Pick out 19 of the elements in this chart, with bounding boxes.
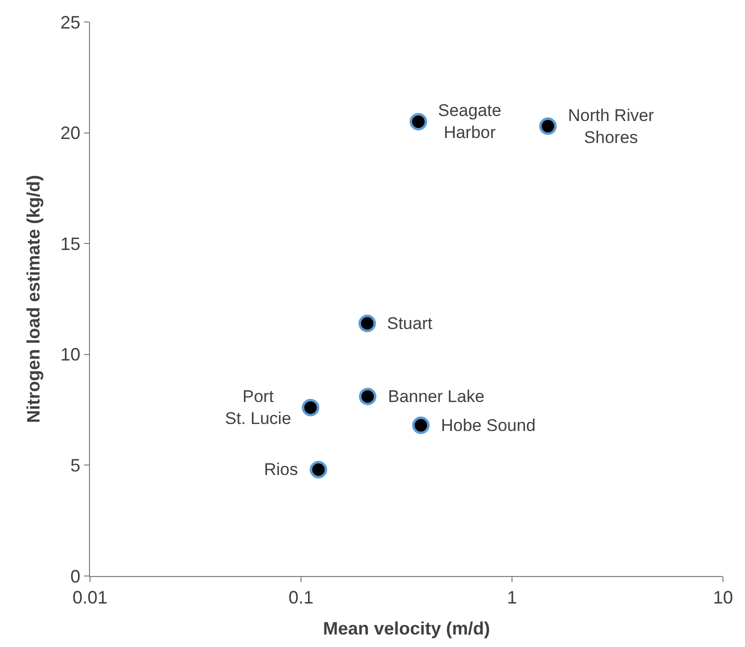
y-tick-label: 10: [60, 344, 80, 365]
annotation: North River Shores: [568, 106, 654, 148]
x-tick-label: 0.01: [72, 588, 108, 608]
y-axis-title: Nitrogen load estimate (kg/d): [24, 174, 44, 424]
x-tick-label: 10: [712, 588, 734, 608]
x-tick-label: 1: [506, 588, 518, 608]
y-tick-label: 20: [60, 123, 80, 144]
y-tick-label: 15: [60, 234, 80, 254]
annotation: Stuart: [387, 314, 433, 333]
annotation: Seagate Harbor: [438, 101, 502, 142]
x-tick-label: 0.1: [288, 588, 314, 608]
annotation: Rios: [264, 460, 298, 479]
y-tick-label: 5: [70, 456, 80, 476]
y-tick-label: 25: [60, 12, 80, 32]
x-axis-title: Mean velocity (m/d): [322, 618, 490, 639]
annotation: Hobe Sound: [441, 416, 536, 435]
annotation: Port St. Lucie: [225, 387, 292, 428]
y-tick-label: 0: [70, 566, 80, 586]
annotation: Banner Lake: [388, 387, 484, 406]
